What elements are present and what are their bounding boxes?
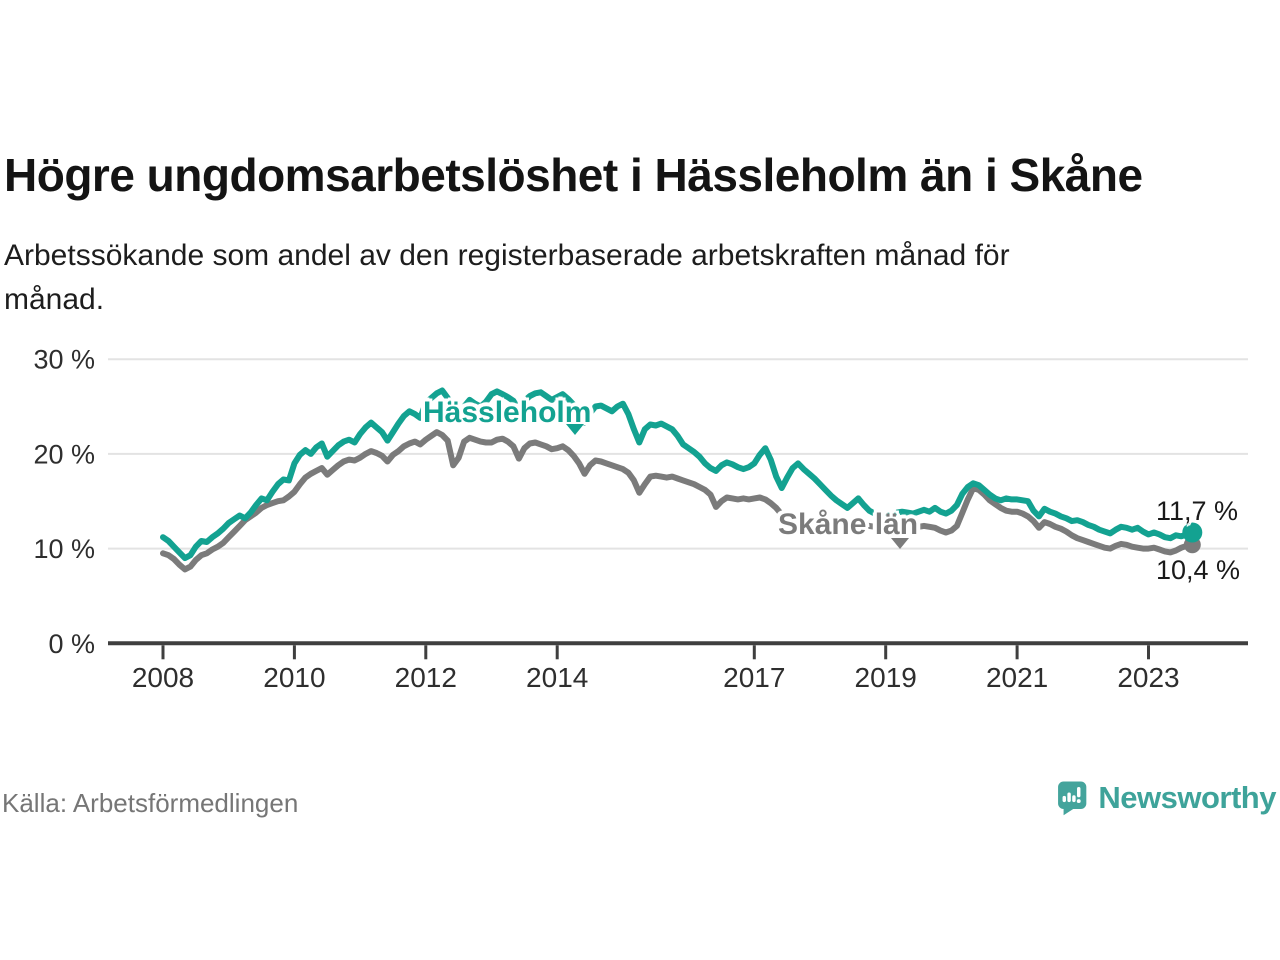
branding: Newsworthy [1056, 772, 1276, 824]
x-axis-tick-label: 2014 [526, 662, 588, 693]
y-axis-tick-label: 10 % [33, 534, 95, 564]
source-note: Källa: Arbetsförmedlingen [2, 788, 299, 818]
chart-subtitle: Arbetssökande som andel av den registerb… [4, 239, 1010, 316]
x-axis-tick-label: 2021 [986, 662, 1048, 693]
y-axis-tick-label: 30 % [33, 345, 95, 375]
page-title: Högre ungdomsarbetslöshet i Hässleholm ä… [4, 149, 1143, 201]
end-value-skane: 10,4 % [1156, 555, 1241, 585]
newsworthy-wordmark: Newsworthy [1098, 780, 1276, 815]
x-axis-tick-label: 2019 [855, 662, 917, 693]
series-label-hassleholm: Hässleholm [423, 396, 592, 429]
series-line-secondary [160, 429, 1196, 573]
y-axis-tick-label: 0 % [48, 629, 95, 659]
end-value-hassleholm: 11,7 % [1156, 496, 1239, 526]
x-axis-tick-label: 2008 [132, 662, 194, 693]
newsworthy-logo-icon [1058, 781, 1087, 816]
x-axis-tick-label: 2012 [395, 662, 457, 693]
label-pointer-down-icon [566, 424, 584, 435]
label-pointer-down-icon [891, 538, 909, 549]
y-axis-tick-label: 20 % [33, 439, 95, 469]
series-end-dot [1182, 522, 1203, 543]
x-axis-tick-label: 2017 [723, 662, 785, 693]
x-axis-tick-label: 2010 [263, 662, 325, 693]
x-axis-tick-label: 2023 [1117, 662, 1179, 693]
series-label-skane: Skåne län [778, 508, 919, 541]
series-line-primary [160, 387, 1196, 562]
